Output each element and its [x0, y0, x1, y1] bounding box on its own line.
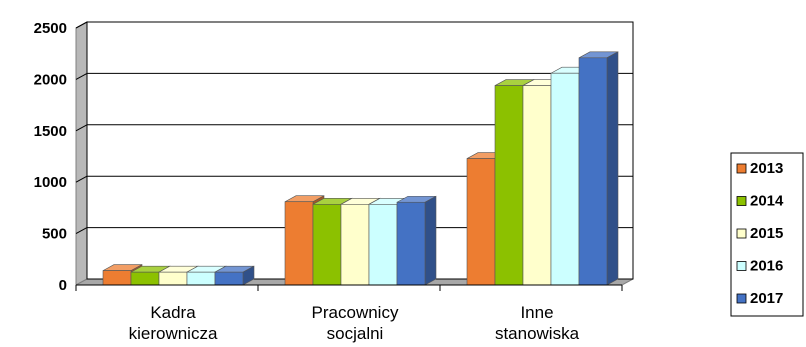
legend-label: 2013 [750, 160, 783, 177]
bar-front [102, 270, 132, 286]
x-axis [75, 284, 623, 291]
legend-swatch [736, 163, 747, 174]
legend-swatch [736, 228, 747, 239]
legend-item: 2014 [736, 193, 784, 210]
bar-front [284, 201, 314, 286]
bar-front [186, 271, 216, 286]
bar-front [158, 271, 188, 286]
bar-front [466, 158, 496, 286]
y-tick-label: 2500 [34, 20, 67, 37]
gridline-wall [75, 72, 88, 80]
y-tick-label: 2000 [34, 71, 67, 88]
gridline-wall [75, 21, 88, 29]
bar-side [424, 195, 437, 286]
bar-front [130, 271, 160, 286]
bar-front [396, 201, 426, 286]
y-tick-label: 1500 [34, 123, 67, 140]
y-tick-label: 1000 [34, 174, 67, 191]
legend-label: 2015 [750, 225, 783, 242]
legend-item: 2016 [736, 258, 783, 275]
side-wall [75, 21, 88, 286]
bar-front [312, 204, 342, 286]
y-tick-label: 0 [59, 277, 67, 294]
bar [396, 195, 437, 286]
legend-label: 2016 [750, 258, 783, 275]
bar [578, 51, 619, 286]
bar-front [550, 72, 580, 286]
legend-item: 2015 [736, 225, 783, 242]
y-axis-tick-labels: 0 500 1000 1500 2000 2500 [34, 20, 67, 294]
legend-item: 2013 [736, 160, 783, 177]
gridline-wall [75, 124, 88, 132]
bar-front [340, 204, 370, 286]
legend: 2013 2014 2015 2016 2017 [730, 152, 804, 317]
x-category-label: Kadra kierownicza [129, 303, 218, 343]
category-labels: Kadra kierownicza Pracownicy socjalni Inne st… [129, 303, 580, 343]
x-category-label: Pracownicy socjalni [312, 303, 399, 343]
legend-swatch [736, 261, 747, 271]
bars [102, 51, 619, 286]
bar-front [494, 85, 524, 286]
y-tick-label: 500 [42, 226, 67, 243]
bar [214, 265, 255, 286]
bar-front [214, 271, 244, 286]
bar-front [522, 85, 552, 286]
bar-front [368, 204, 398, 286]
legend-swatch [736, 293, 747, 304]
gridlines [75, 21, 633, 235]
legend-item: 2017 [736, 290, 783, 307]
legend-swatch [736, 196, 747, 206]
x-category-label: Inne stanowiska [495, 303, 580, 343]
gridline-wall [75, 227, 88, 235]
legend-label: 2014 [750, 193, 784, 210]
gridline-wall [75, 175, 88, 183]
bar-front [578, 57, 608, 286]
bar-side [606, 51, 619, 286]
legend-label: 2017 [750, 290, 783, 307]
